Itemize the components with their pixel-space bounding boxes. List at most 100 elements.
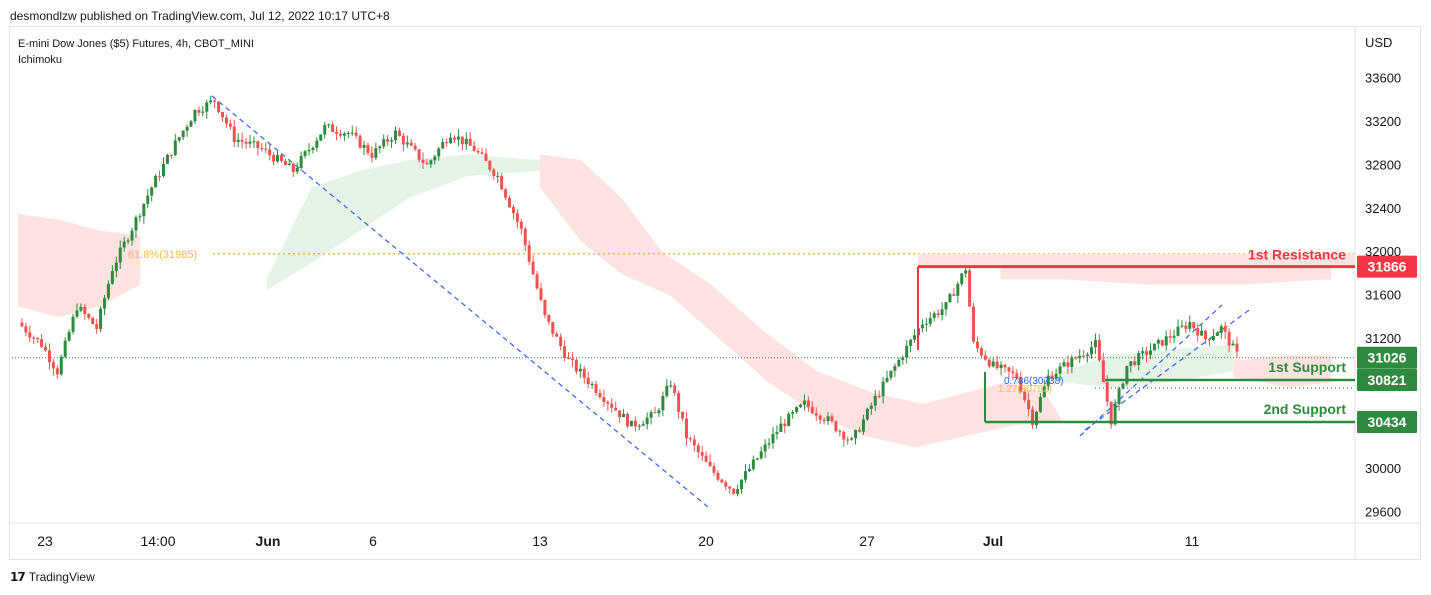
candle-body <box>1145 351 1149 355</box>
candle-body <box>665 385 669 396</box>
price-tick-label: 29600 <box>1365 504 1401 519</box>
candle-body <box>232 126 236 142</box>
candle-body <box>751 459 755 469</box>
candle-body <box>779 423 783 433</box>
candle-body <box>63 340 67 357</box>
candle-body <box>602 397 606 403</box>
candle-body <box>936 313 940 315</box>
candle-body <box>975 341 979 349</box>
candle-body <box>449 137 453 144</box>
candle-body <box>523 228 527 246</box>
candle-body <box>342 133 346 136</box>
candle-body <box>315 140 319 148</box>
candle-body <box>901 357 905 360</box>
candle-body <box>252 141 256 143</box>
support-2-price-label: 30434 <box>1368 414 1407 430</box>
candle-body <box>299 155 303 168</box>
candle-body <box>736 489 740 494</box>
candle-body <box>382 139 386 147</box>
candle-body <box>995 361 999 369</box>
candle-body <box>146 195 150 204</box>
candle-body <box>716 472 720 480</box>
candle-body <box>401 135 405 145</box>
time-tick-label: 20 <box>698 533 714 549</box>
price-tick-label: 32400 <box>1365 201 1401 216</box>
candle-body <box>838 431 842 433</box>
candle-body <box>177 137 181 141</box>
tradingview-logo-icon[interactable]: 𝟭𝟳 <box>10 570 26 584</box>
candle-body <box>547 314 551 322</box>
candle-body <box>818 415 822 420</box>
candle-body <box>653 412 657 414</box>
candle-body <box>1066 362 1070 368</box>
candle-body <box>732 488 736 494</box>
symbol-name[interactable]: E-mini Dow Jones ($5) Futures, 4h, CBOT_… <box>18 38 254 50</box>
candle-body <box>1152 343 1156 351</box>
candle-body <box>287 163 291 166</box>
candle-body <box>1034 411 1038 426</box>
price-tick-label: 32800 <box>1365 157 1401 172</box>
candle-body <box>205 102 209 112</box>
candle-body <box>1172 335 1176 338</box>
candle-body <box>114 262 118 271</box>
candle-body <box>1101 360 1105 383</box>
candle-body <box>1137 353 1141 365</box>
candle-body <box>20 322 24 327</box>
candle-body <box>1011 371 1015 374</box>
footer-brand[interactable]: TradingView <box>28 570 95 584</box>
candle-body <box>578 368 582 372</box>
price-tick-label: 31600 <box>1365 288 1401 303</box>
candle-body <box>59 356 63 375</box>
indicator-name[interactable]: Ichimoku <box>18 54 63 66</box>
candle-body <box>854 430 858 439</box>
price-tick-label: 33600 <box>1365 71 1401 86</box>
candle-body <box>830 416 834 422</box>
candle-body <box>87 314 91 318</box>
candle-body <box>559 336 563 347</box>
candle-body <box>460 136 464 145</box>
candle-body <box>1164 336 1168 346</box>
candle-body <box>67 331 71 341</box>
candle-body <box>1046 375 1050 387</box>
support-2-price-box <box>1357 410 1417 433</box>
candle-body <box>370 153 374 158</box>
candle-body <box>51 362 55 369</box>
candle-body <box>480 152 484 154</box>
candle-body <box>417 149 421 160</box>
candle-body <box>393 130 397 141</box>
candle-body <box>118 247 122 263</box>
candle-body <box>720 479 724 483</box>
candle-body <box>1227 331 1231 346</box>
candle-body <box>189 121 193 127</box>
candle-body <box>940 309 944 315</box>
publisher-line: desmondlzw published on TradingView.com,… <box>10 9 390 23</box>
candle-body <box>535 274 539 289</box>
candle-body <box>1050 375 1054 379</box>
candle-body <box>508 197 512 208</box>
support-1-price-box <box>1357 368 1417 391</box>
candle-body <box>484 153 488 161</box>
candle-body <box>240 139 244 142</box>
candle-body <box>350 132 354 134</box>
candle-body <box>335 131 339 134</box>
candle-body <box>586 377 590 385</box>
candle-body <box>747 468 751 472</box>
candle-body <box>323 125 327 135</box>
candle-body <box>476 150 480 153</box>
candle-body <box>1160 340 1164 346</box>
time-tick-label: 6 <box>369 533 377 549</box>
candle-body <box>649 412 653 418</box>
candle-body <box>972 306 976 342</box>
candle-body <box>708 461 712 467</box>
candle-body <box>1109 401 1113 425</box>
candle-body <box>220 111 224 118</box>
candle-body <box>952 294 956 296</box>
candle-body <box>810 406 814 414</box>
resistance-price-box <box>1357 255 1417 278</box>
candle-body <box>645 417 649 425</box>
candle-body <box>1003 364 1007 368</box>
candle-body <box>256 141 260 149</box>
candle-body <box>960 273 964 284</box>
candle-body <box>1007 367 1011 372</box>
